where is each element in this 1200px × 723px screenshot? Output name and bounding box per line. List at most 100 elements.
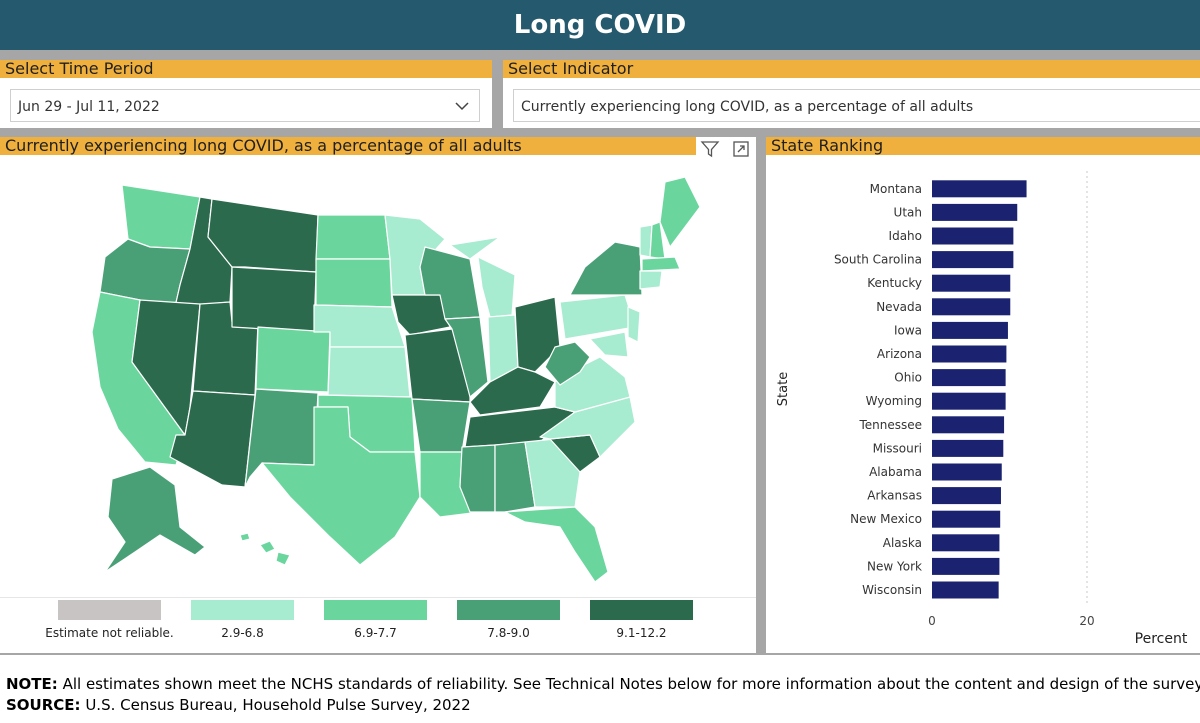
state-label: Nevada	[876, 300, 922, 314]
state-bar	[932, 557, 1000, 575]
legend-label: 7.8-9.0	[487, 626, 530, 640]
note-text: All estimates shown meet the NCHS standa…	[62, 675, 1200, 693]
map-panel: Currently experiencing long COVID, as a …	[0, 137, 756, 653]
time-period-dropdown[interactable]: Jun 29 - Jul 11, 2022	[10, 89, 480, 122]
state-hawaii[interactable]	[239, 532, 291, 566]
state-label: South Carolina	[834, 253, 922, 267]
state-bar	[932, 298, 1011, 316]
state-bar	[932, 369, 1006, 387]
y-axis-label: State	[776, 372, 791, 406]
map-legend: Estimate not reliable. 2.9-6.8 6.9-7.7 7.8-…	[0, 597, 756, 648]
legend-label: Estimate not reliable.	[45, 626, 174, 640]
state-north-dakota[interactable]	[315, 214, 391, 260]
state-washington[interactable]	[121, 184, 201, 250]
state-alaska[interactable]	[104, 466, 206, 573]
legend-label: 2.9-6.8	[221, 626, 264, 640]
chevron-down-icon[interactable]	[455, 101, 469, 111]
state-bar	[932, 345, 1007, 363]
indicator-value: Currently experiencing long COVID, as a …	[521, 99, 974, 115]
state-new-york[interactable]	[569, 241, 643, 296]
ranking-panel-title: State Ranking	[766, 137, 1200, 155]
state-bar	[932, 180, 1027, 198]
state-new-jersey[interactable]	[627, 306, 641, 343]
state-label: Montana	[870, 182, 922, 196]
state-massachusetts[interactable]	[641, 256, 681, 272]
state-label: Arizona	[877, 347, 922, 361]
legend-swatch	[58, 600, 161, 620]
state-bar	[932, 510, 1001, 528]
state-bar	[932, 487, 1001, 505]
filter-icon[interactable]	[700, 139, 720, 159]
state-bar	[932, 203, 1018, 221]
state-bar	[932, 227, 1014, 245]
state-alabama[interactable]	[494, 441, 536, 513]
state-bar	[932, 439, 1004, 457]
state-label: Alaska	[883, 536, 922, 550]
state-west-virginia[interactable]	[544, 341, 591, 386]
state-label: Idaho	[889, 229, 922, 243]
ranking-panel: State Ranking Montana Utah Idaho South Caro…	[766, 137, 1200, 653]
state-bar	[932, 392, 1006, 410]
footer-source: SOURCE: U.S. Census Bureau, Household Pu…	[6, 696, 471, 714]
state-label: Wyoming	[866, 394, 922, 408]
state-arkansas[interactable]	[411, 398, 471, 453]
state-mississippi[interactable]	[459, 444, 496, 513]
state-bar	[932, 321, 1008, 339]
time-period-panel: Select Time Period Jun 29 - Jul 11, 2022	[0, 60, 492, 128]
state-maine[interactable]	[659, 176, 701, 248]
time-period-title: Select Time Period	[0, 60, 492, 78]
state-label: New York	[867, 559, 922, 573]
map-panel-title: Currently experiencing long COVID, as a …	[0, 137, 696, 155]
focus-mode-icon[interactable]	[731, 139, 751, 159]
page-title: Long COVID	[513, 10, 687, 40]
state-kansas[interactable]	[327, 346, 411, 398]
x-tick-label: 20	[1079, 614, 1094, 628]
state-label: Ohio	[894, 371, 922, 385]
indicator-dropdown[interactable]: Currently experiencing long COVID, as a …	[513, 89, 1200, 122]
legend-swatch	[324, 600, 427, 620]
legend-label: 9.1-12.2	[616, 626, 667, 640]
source-text: U.S. Census Bureau, Household Pulse Surv…	[85, 696, 471, 714]
state-label: Missouri	[873, 441, 922, 455]
state-bar	[932, 581, 999, 599]
legend-swatch	[590, 600, 693, 620]
state-illinois[interactable]	[444, 316, 489, 398]
time-period-value: Jun 29 - Jul 11, 2022	[18, 99, 160, 115]
state-bar	[932, 274, 1011, 292]
state-label: Tennessee	[858, 418, 922, 432]
us-choropleth-map	[91, 176, 701, 583]
state-wyoming[interactable]	[231, 266, 317, 333]
note-label: NOTE:	[6, 675, 58, 693]
legend-label: 6.9-7.7	[354, 626, 397, 640]
footer: NOTE: All estimates shown meet the NCHS …	[0, 655, 1200, 723]
state-label: Kentucky	[867, 276, 922, 290]
state-colorado[interactable]	[255, 326, 331, 393]
state-label: Iowa	[894, 323, 922, 337]
state-texas[interactable]	[261, 406, 421, 566]
state-maryland[interactable]	[589, 331, 629, 358]
state-south-dakota[interactable]	[315, 258, 393, 308]
state-ohio[interactable]	[514, 296, 561, 373]
indicator-panel: Select Indicator Currently experiencing …	[503, 60, 1200, 128]
state-kentucky[interactable]	[469, 366, 556, 416]
legend-swatch	[457, 600, 560, 620]
state-connecticut[interactable]	[639, 270, 663, 290]
indicator-title: Select Indicator	[503, 60, 1200, 78]
state-ranking-chart: Montana Utah Idaho South Carolina Kentucky Ne…	[776, 171, 1188, 647]
state-label: New Mexico	[850, 512, 922, 526]
state-bar	[932, 534, 1000, 552]
state-label: Wisconsin	[862, 583, 922, 597]
state-label: Utah	[894, 205, 922, 219]
state-label: Arkansas	[867, 489, 922, 503]
x-axis-label: Percent	[1135, 631, 1188, 647]
state-label: Alabama	[869, 465, 922, 479]
state-florida[interactable]	[504, 506, 609, 583]
state-wisconsin[interactable]	[419, 246, 481, 320]
state-bar	[932, 251, 1014, 269]
state-bar	[932, 416, 1005, 434]
source-label: SOURCE:	[6, 696, 81, 714]
page-header: Long COVID	[0, 0, 1200, 50]
legend-swatch	[191, 600, 294, 620]
footer-note: NOTE: All estimates shown meet the NCHS …	[6, 675, 1200, 693]
